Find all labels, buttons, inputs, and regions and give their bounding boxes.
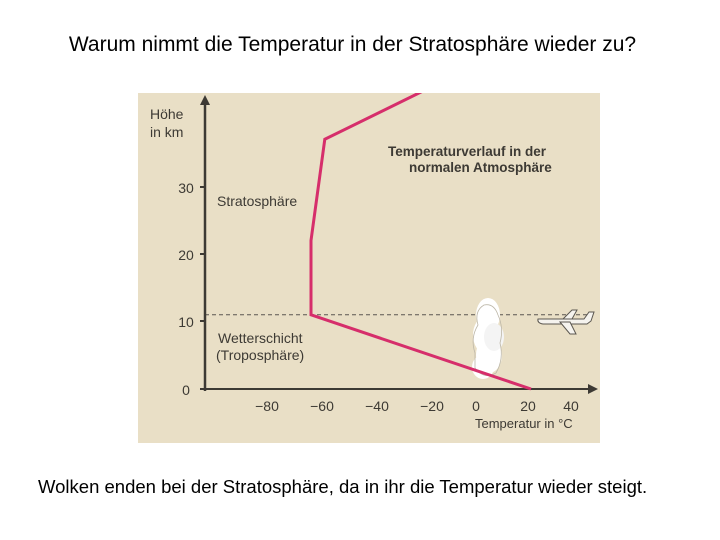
temperature-profile-diagram: 0 10 20 30 −80 −60 −40 −20 0 20 40 Höhe …: [138, 93, 600, 443]
x-axis-label: Temperatur in °C: [475, 416, 573, 431]
y-tick-label: 20: [178, 247, 194, 263]
curve-label: normalen Atmosphäre: [409, 160, 552, 175]
airplane-icon: [537, 309, 595, 335]
slide-title: Warum nimmt die Temperatur in der Strato…: [68, 33, 637, 56]
x-tick-label: 0: [472, 398, 480, 414]
y-axis-label: Höhe: [150, 106, 184, 122]
diagram-canvas: 0 10 20 30 −80 −60 −40 −20 0 20 40 Höhe …: [138, 93, 600, 443]
troposphere-label: (Troposphäre): [216, 347, 304, 363]
curve-label: Temperaturverlauf in der: [388, 144, 547, 159]
y-axis-label: in km: [150, 124, 183, 140]
x-tick-label: 40: [563, 398, 579, 414]
y-tick-label: 30: [178, 180, 194, 196]
x-tick-label: 20: [520, 398, 536, 414]
cloud-icon: [472, 298, 504, 379]
troposphere-label: Wetterschicht: [218, 330, 303, 346]
x-tick-label: −80: [255, 398, 279, 414]
x-axis-arrow-icon: [588, 384, 598, 394]
x-tick-label: −60: [310, 398, 334, 414]
y-axis-arrow-icon: [200, 95, 210, 105]
temperature-profile-curve: [309, 93, 532, 391]
diagram-background: [138, 93, 600, 443]
y-tick-label: 0: [182, 382, 190, 398]
x-tick-label: −20: [420, 398, 444, 414]
x-tick-label: −40: [365, 398, 389, 414]
y-tick-label: 10: [178, 314, 194, 330]
stratosphere-label: Stratosphäre: [217, 193, 297, 209]
slide-caption: Wolken enden bei der Stratosphäre, da in…: [38, 476, 648, 497]
